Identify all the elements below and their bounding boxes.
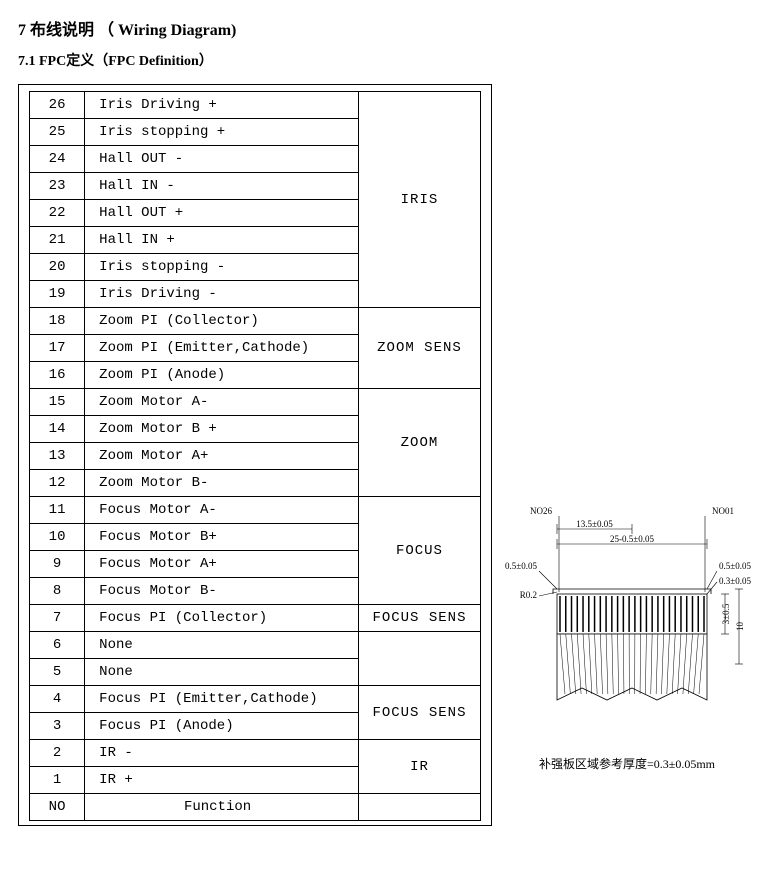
fpc-table-wrap: 26Iris Driving +IRIS25Iris stopping +24H…	[18, 84, 492, 826]
table-row: 2IR -IR	[30, 740, 481, 767]
function-cell: Focus PI (Collector)	[85, 605, 359, 632]
pin-cell: 8	[30, 578, 85, 605]
svg-text:R0.2: R0.2	[520, 590, 537, 600]
svg-text:NO01: NO01	[712, 506, 734, 516]
pin-cell: 3	[30, 713, 85, 740]
fpc-definition-table: 26Iris Driving +IRIS25Iris stopping +24H…	[29, 91, 481, 821]
pin-cell: 15	[30, 389, 85, 416]
group-cell: ZOOM	[358, 389, 480, 497]
group-cell: ZOOM SENS	[358, 308, 480, 389]
function-cell: Iris stopping +	[85, 119, 359, 146]
diagram-caption: 补强板区域参考厚度=0.3±0.05mm	[502, 755, 752, 772]
table-row: 7Focus PI (Collector)FOCUS SENS	[30, 605, 481, 632]
pin-cell: 24	[30, 146, 85, 173]
svg-text:3±0.5: 3±0.5	[721, 603, 731, 624]
function-cell: Hall OUT +	[85, 200, 359, 227]
function-cell: None	[85, 659, 359, 686]
table-row: 11Focus Motor A-FOCUS	[30, 497, 481, 524]
function-cell: Zoom Motor A-	[85, 389, 359, 416]
fpc-connector-diagram: NO26 NO01 13.5±0.05 25-0.5±0.05 0.5±0.05 0.5±…	[502, 494, 752, 749]
svg-text:NO26: NO26	[530, 506, 552, 516]
group-cell: FOCUS SENS	[358, 605, 480, 632]
heading-main: 7 布线说明 （ Wiring Diagram)	[18, 16, 752, 40]
svg-text:0.5±0.05: 0.5±0.05	[719, 561, 751, 571]
pin-cell: 23	[30, 173, 85, 200]
function-cell: Zoom Motor A+	[85, 443, 359, 470]
pin-cell: 16	[30, 362, 85, 389]
svg-text:25-0.5±0.05: 25-0.5±0.05	[610, 534, 654, 544]
group-cell: IRIS	[358, 92, 480, 308]
pin-cell: 5	[30, 659, 85, 686]
pin-cell: 26	[30, 92, 85, 119]
pin-cell: 2	[30, 740, 85, 767]
function-cell: IR +	[85, 767, 359, 794]
table-row: 4Focus PI (Emitter,Cathode)FOCUS SENS	[30, 686, 481, 713]
function-cell: Hall OUT -	[85, 146, 359, 173]
group-cell: IR	[358, 740, 480, 794]
pin-cell: 6	[30, 632, 85, 659]
pin-cell: 7	[30, 605, 85, 632]
table-row: 6None	[30, 632, 481, 659]
function-cell: Iris Driving -	[85, 281, 359, 308]
header-group	[358, 794, 480, 821]
header-function: Function	[85, 794, 359, 821]
function-cell: Zoom PI (Anode)	[85, 362, 359, 389]
pin-cell: 1	[30, 767, 85, 794]
pin-cell: 21	[30, 227, 85, 254]
function-cell: Focus Motor A-	[85, 497, 359, 524]
table-header-row: NOFunction	[30, 794, 481, 821]
pin-cell: 4	[30, 686, 85, 713]
function-cell: Focus Motor B+	[85, 524, 359, 551]
function-cell: Hall IN -	[85, 173, 359, 200]
pin-cell: 11	[30, 497, 85, 524]
pin-cell: 20	[30, 254, 85, 281]
table-row: 18Zoom PI (Collector)ZOOM SENS	[30, 308, 481, 335]
svg-text:13.5±0.05: 13.5±0.05	[576, 519, 613, 529]
pin-cell: 17	[30, 335, 85, 362]
function-cell: Zoom Motor B +	[85, 416, 359, 443]
function-cell: Focus Motor A+	[85, 551, 359, 578]
header-pin: NO	[30, 794, 85, 821]
function-cell: None	[85, 632, 359, 659]
pin-cell: 12	[30, 470, 85, 497]
function-cell: Zoom PI (Collector)	[85, 308, 359, 335]
pin-cell: 18	[30, 308, 85, 335]
table-row: 15Zoom Motor A-ZOOM	[30, 389, 481, 416]
pin-cell: 25	[30, 119, 85, 146]
pin-cell: 19	[30, 281, 85, 308]
table-row: 26Iris Driving +IRIS	[30, 92, 481, 119]
function-cell: Focus Motor B-	[85, 578, 359, 605]
pin-cell: 10	[30, 524, 85, 551]
function-cell: Iris stopping -	[85, 254, 359, 281]
function-cell: Zoom Motor B-	[85, 470, 359, 497]
pin-cell: 9	[30, 551, 85, 578]
pin-cell: 13	[30, 443, 85, 470]
svg-text:0.5±0.05: 0.5±0.05	[505, 561, 537, 571]
function-cell: Iris Driving +	[85, 92, 359, 119]
function-cell: Hall IN +	[85, 227, 359, 254]
svg-text:0.3±0.05: 0.3±0.05	[719, 576, 751, 586]
function-cell: Zoom PI (Emitter,Cathode)	[85, 335, 359, 362]
group-cell: FOCUS SENS	[358, 686, 480, 740]
pin-cell: 22	[30, 200, 85, 227]
svg-text:10: 10	[735, 622, 745, 632]
pin-cell: 14	[30, 416, 85, 443]
function-cell: IR -	[85, 740, 359, 767]
group-cell	[358, 632, 480, 686]
function-cell: Focus PI (Emitter,Cathode)	[85, 686, 359, 713]
function-cell: Focus PI (Anode)	[85, 713, 359, 740]
heading-sub: 7.1 FPC定义（FPC Definition）	[18, 50, 752, 70]
group-cell: FOCUS	[358, 497, 480, 605]
